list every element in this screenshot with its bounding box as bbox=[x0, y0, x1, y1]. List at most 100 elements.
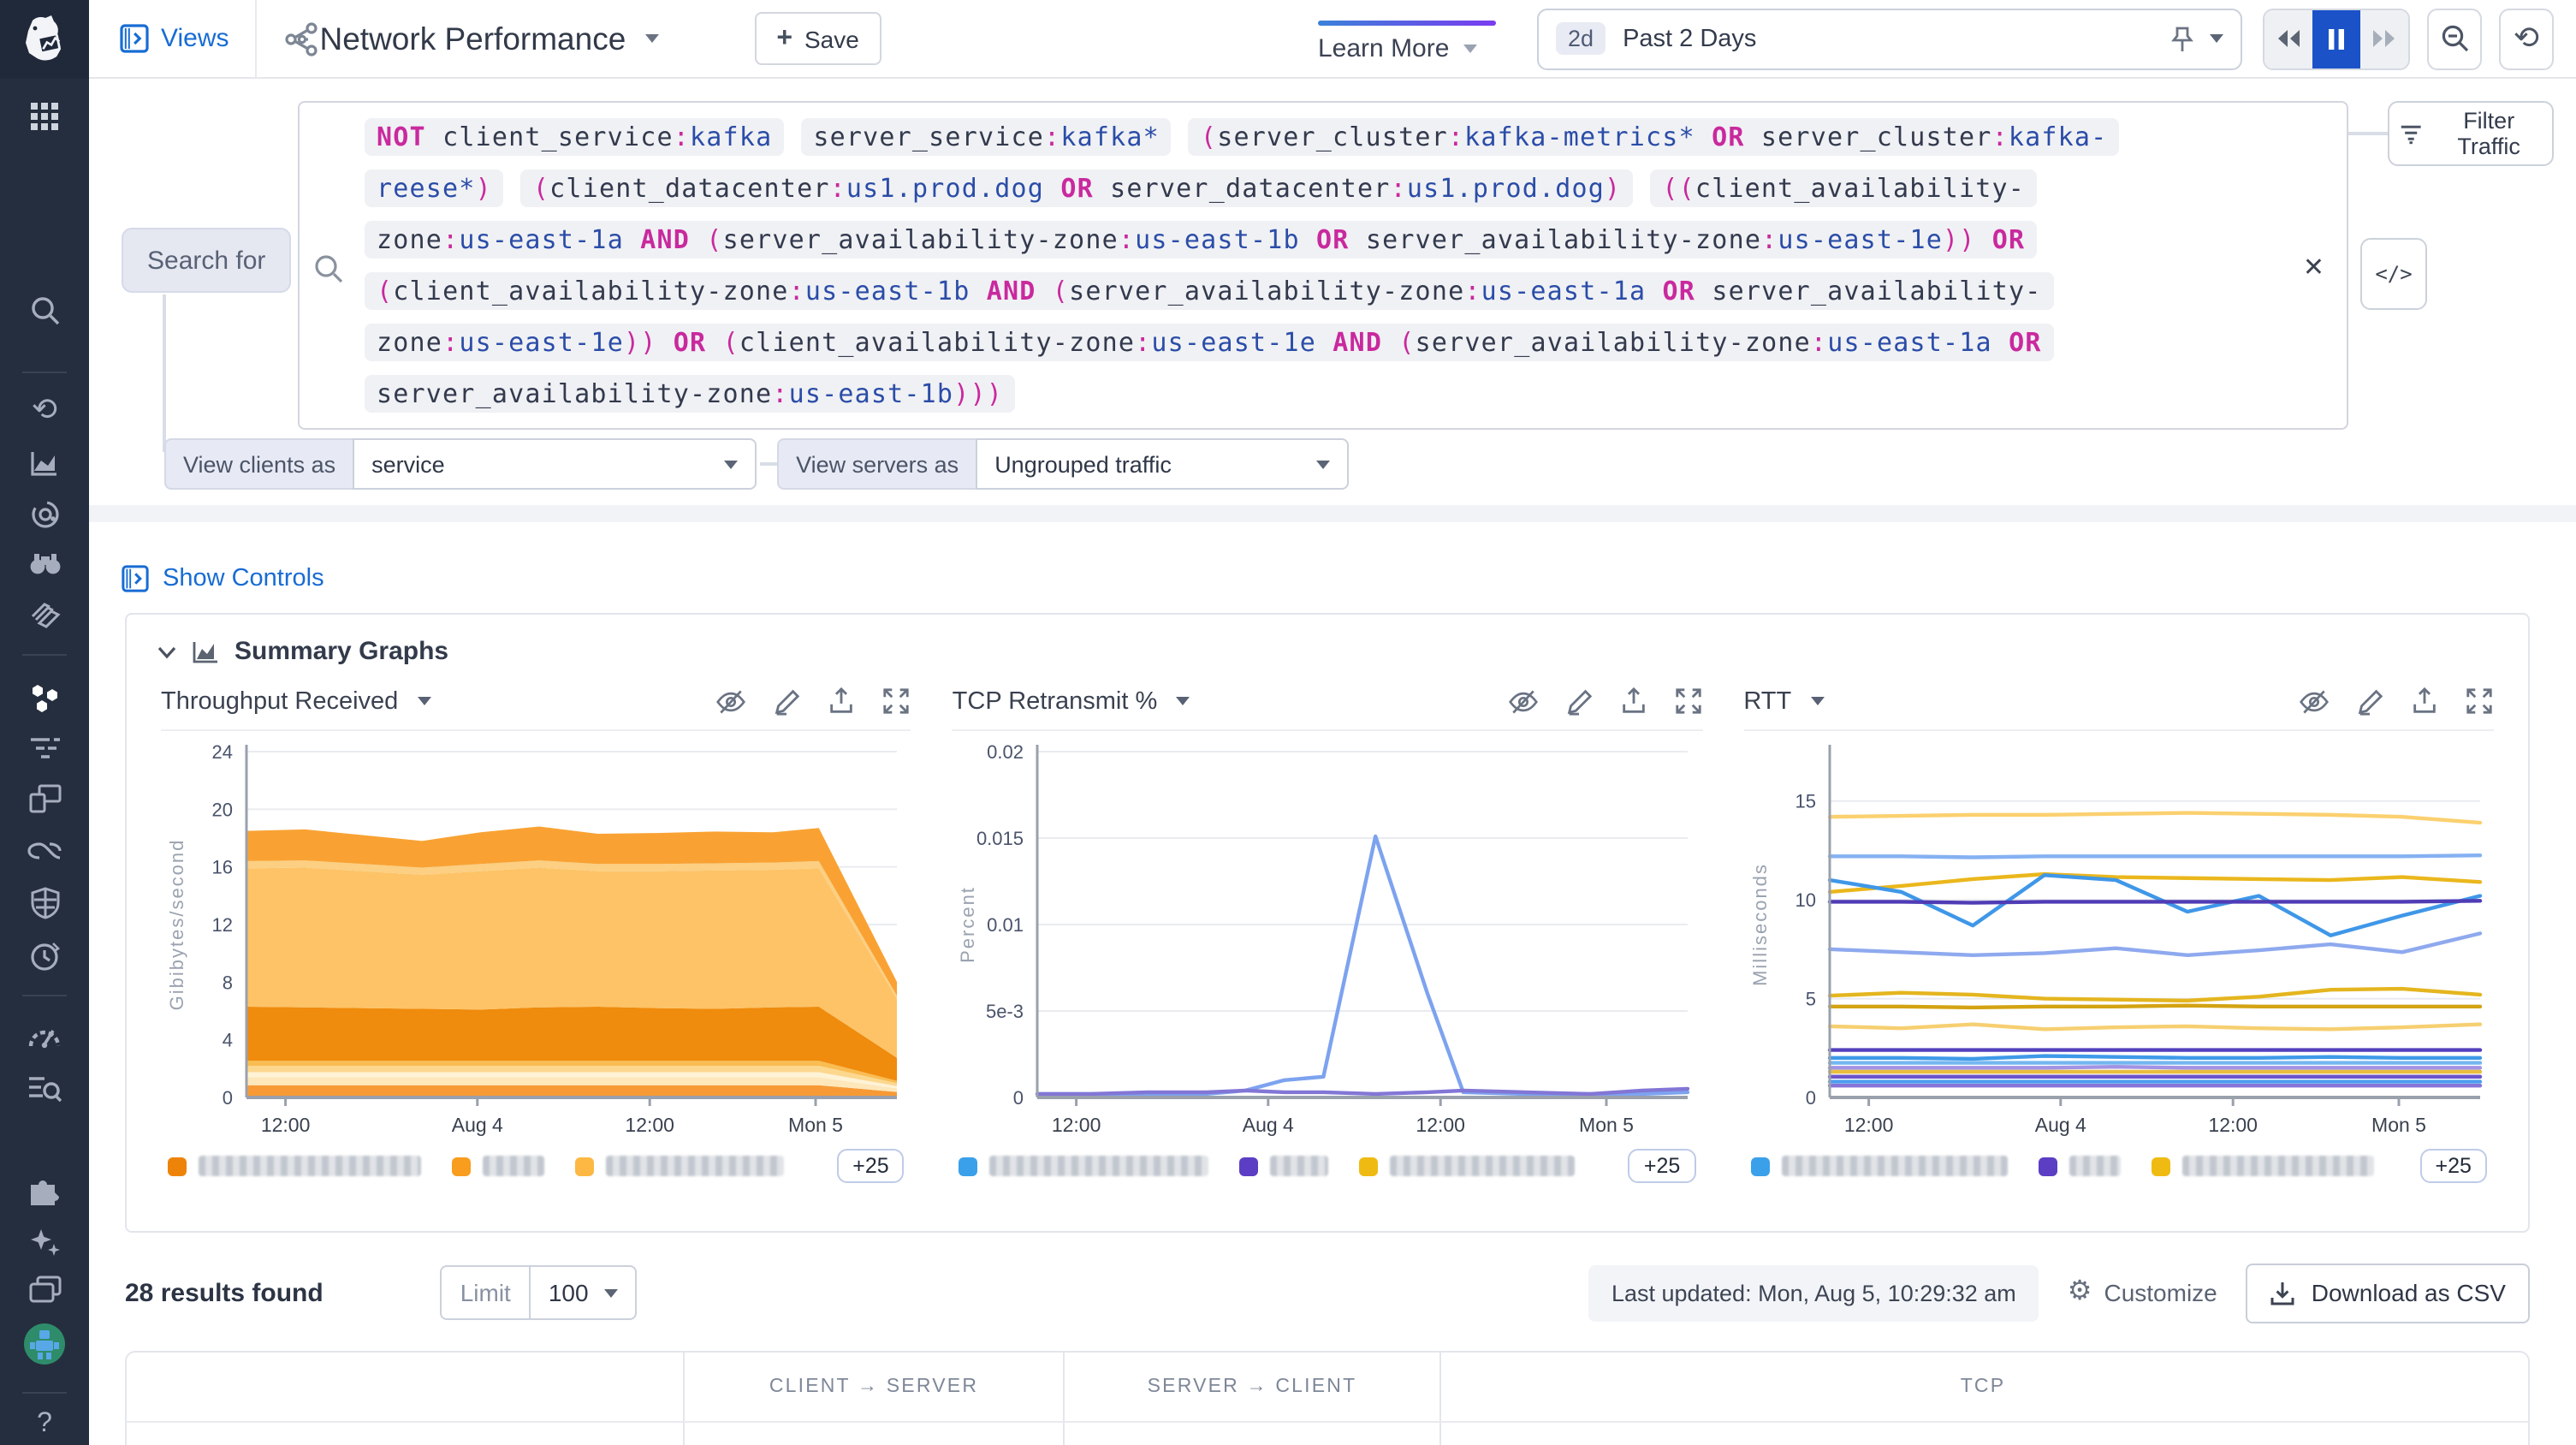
time-range-picker[interactable]: 2d Past 2 Days bbox=[1537, 8, 2242, 69]
code-view-toggle[interactable]: </> bbox=[2360, 238, 2427, 310]
hide-graph-icon[interactable] bbox=[1507, 686, 1538, 717]
column-header-volume-cs[interactable]: ↓ VOLUME bbox=[683, 1423, 1063, 1445]
metrics-icon[interactable] bbox=[27, 445, 62, 479]
graph-title[interactable]: TCP Retransmit % bbox=[953, 687, 1158, 715]
datadog-logo[interactable] bbox=[0, 0, 89, 79]
export-graph-icon[interactable] bbox=[2410, 687, 2439, 716]
edit-graph-icon[interactable] bbox=[1564, 687, 1593, 716]
graph-title[interactable]: Throughput Received bbox=[161, 687, 398, 715]
user-avatar[interactable] bbox=[22, 1322, 67, 1366]
history-icon[interactable]: ⟲ bbox=[27, 392, 62, 426]
case-windows-icon[interactable] bbox=[27, 1272, 62, 1306]
collapse-chevron-icon[interactable] bbox=[157, 645, 176, 658]
view-servers-as-control[interactable]: View servers as Ungrouped traffic bbox=[777, 438, 1349, 490]
chevron-down-icon[interactable] bbox=[1176, 697, 1190, 705]
show-controls-link[interactable]: Show Controls bbox=[122, 565, 324, 592]
column-header-latency[interactable]: LATENCY bbox=[1770, 1423, 1992, 1445]
infrastructure-icon[interactable] bbox=[27, 681, 62, 716]
svg-text:0: 0 bbox=[1805, 1087, 1815, 1109]
log-pipelines-icon[interactable] bbox=[27, 731, 62, 765]
chart-plot[interactable]: 051015Milliseconds12:00Aug 412:00Mon 5 bbox=[1743, 734, 2490, 1145]
legend-item[interactable] bbox=[2151, 1156, 2373, 1176]
legend-more-badge[interactable]: +25 bbox=[2420, 1149, 2487, 1183]
forward-button[interactable] bbox=[2360, 9, 2408, 68]
apps-grid-icon[interactable] bbox=[27, 99, 62, 134]
column-header-retransmits[interactable]: RETRANSMITS bbox=[1439, 1423, 1770, 1445]
pause-button[interactable] bbox=[2312, 9, 2360, 68]
security-icon[interactable] bbox=[27, 885, 62, 919]
chart-plot[interactable]: 04812162024Gibibytes/second12:00Aug 412:… bbox=[161, 734, 907, 1145]
edit-graph-icon[interactable] bbox=[2355, 687, 2384, 716]
legend-item[interactable] bbox=[1750, 1156, 2007, 1176]
rewind-button[interactable] bbox=[2264, 9, 2312, 68]
query-token[interactable]: reese*) bbox=[365, 169, 504, 207]
view-clients-as-control[interactable]: View clients as service bbox=[164, 438, 757, 490]
chart-plot[interactable]: 05e-30.010.0150.02Percent12:00Aug 412:00… bbox=[953, 734, 1699, 1145]
column-header-est-conns[interactable]: EST. CONNS. / S bbox=[2215, 1423, 2525, 1445]
log-explorer-icon[interactable] bbox=[27, 1070, 62, 1104]
view-clients-as-select[interactable]: service bbox=[353, 438, 757, 490]
edit-graph-icon[interactable] bbox=[773, 687, 802, 716]
legend-item[interactable] bbox=[1240, 1156, 1329, 1176]
column-header-client[interactable]: CLIENT bbox=[127, 1423, 683, 1445]
column-header-volume-sc[interactable]: VOLUME bbox=[1063, 1423, 1439, 1445]
views-button[interactable]: Views bbox=[120, 24, 229, 53]
export-graph-icon[interactable] bbox=[1618, 687, 1647, 716]
chevron-down-icon[interactable] bbox=[417, 697, 430, 705]
refresh-icon[interactable]: ⟲ bbox=[2499, 8, 2554, 69]
column-header-rtt[interactable]: RTT bbox=[1992, 1423, 2215, 1445]
layers-icon[interactable] bbox=[27, 599, 62, 633]
ai-sparkles-icon[interactable] bbox=[27, 1224, 62, 1258]
pin-icon[interactable] bbox=[2170, 25, 2194, 52]
chevron-down-icon[interactable] bbox=[1810, 697, 1824, 705]
title-dropdown-chevron[interactable] bbox=[644, 34, 658, 43]
help-icon[interactable]: ? bbox=[27, 1407, 62, 1442]
customize-button[interactable]: ⚙ Customize bbox=[2068, 1279, 2217, 1306]
query-token[interactable]: server_availability-zone:us-east-1b))) bbox=[365, 375, 1015, 413]
query-token[interactable]: (server_cluster:kafka-metrics* OR server… bbox=[1189, 118, 2120, 156]
legend-item[interactable] bbox=[575, 1156, 784, 1176]
legend-item[interactable] bbox=[452, 1156, 544, 1176]
query-token[interactable]: ((client_availability- bbox=[1650, 169, 2037, 207]
legend-swatch bbox=[168, 1157, 187, 1175]
zoom-out-button[interactable] bbox=[2427, 8, 2482, 69]
graph-title[interactable]: RTT bbox=[1743, 687, 1791, 715]
legend-item[interactable] bbox=[168, 1156, 421, 1176]
gauge-icon[interactable] bbox=[27, 1019, 62, 1053]
query-token[interactable]: NOT client_service:kafka bbox=[365, 118, 784, 156]
limit-select[interactable]: 100 bbox=[530, 1265, 637, 1320]
query-token[interactable]: zone:us-east-1a AND (server_availability… bbox=[365, 221, 2037, 259]
query-input[interactable]: NOT client_service:kafka server_service:k… bbox=[298, 101, 2348, 430]
query-token[interactable]: server_service:kafka* bbox=[801, 118, 1172, 156]
query-token[interactable]: zone:us-east-1e)) OR (client_availabilit… bbox=[365, 324, 2054, 361]
rum-icon[interactable] bbox=[27, 781, 62, 815]
watchdog-icon[interactable] bbox=[27, 548, 62, 582]
apm-icon[interactable] bbox=[27, 497, 62, 531]
search-icon[interactable] bbox=[27, 293, 62, 327]
legend-item[interactable] bbox=[1360, 1156, 1576, 1176]
download-csv-button[interactable]: Download as CSV bbox=[2247, 1263, 2530, 1323]
clear-query-icon[interactable]: ✕ bbox=[2303, 252, 2324, 282]
query-token[interactable]: (client_datacenter:us1.prod.dog OR serve… bbox=[521, 169, 1633, 207]
legend-item[interactable] bbox=[2038, 1156, 2120, 1176]
limit-control[interactable]: Limit 100 bbox=[440, 1265, 637, 1320]
legend-more-badge[interactable]: +25 bbox=[837, 1149, 904, 1183]
hide-graph-icon[interactable] bbox=[2299, 686, 2330, 717]
expand-graph-icon[interactable] bbox=[882, 687, 911, 716]
expand-graph-icon[interactable] bbox=[2465, 687, 2494, 716]
query-token[interactable]: (client_availability-zone:us-east-1b AND… bbox=[365, 272, 2054, 310]
legend-more-badge[interactable]: +25 bbox=[1629, 1149, 1695, 1183]
chevron-down-icon[interactable] bbox=[2210, 34, 2223, 43]
service-connections-icon[interactable] bbox=[27, 834, 62, 868]
view-servers-as-select[interactable]: Ungrouped traffic bbox=[976, 438, 1349, 490]
legend-swatch bbox=[2038, 1157, 2057, 1175]
save-button[interactable]: + Save bbox=[754, 12, 881, 65]
learn-more-menu[interactable]: Learn More bbox=[1318, 15, 1496, 62]
integrations-icon[interactable] bbox=[27, 1171, 62, 1205]
recent-activity-icon[interactable] bbox=[27, 938, 62, 972]
export-graph-icon[interactable] bbox=[828, 687, 857, 716]
expand-graph-icon[interactable] bbox=[1673, 687, 1702, 716]
filter-traffic-button[interactable]: Filter Traffic bbox=[2388, 101, 2554, 166]
legend-item[interactable] bbox=[959, 1156, 1209, 1176]
hide-graph-icon[interactable] bbox=[716, 686, 747, 717]
